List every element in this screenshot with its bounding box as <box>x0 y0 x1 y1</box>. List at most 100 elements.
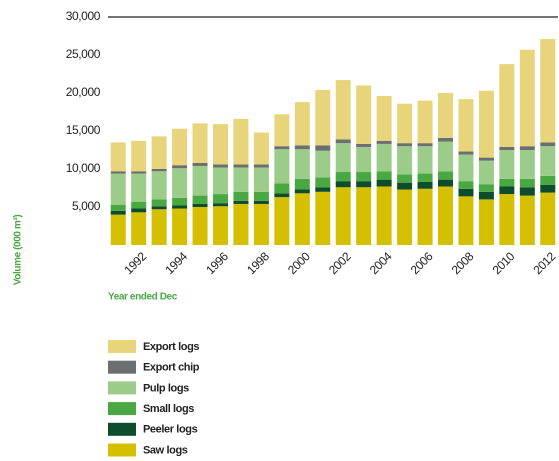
bar-segment <box>253 164 269 168</box>
bar-segment <box>478 199 494 245</box>
bar-segment <box>172 197 188 206</box>
bar-segment <box>376 179 392 187</box>
bar-segment <box>294 149 310 179</box>
bar-segment <box>540 39 556 143</box>
bar-segment <box>458 99 474 152</box>
bar-segment <box>151 209 167 245</box>
bar-segment <box>233 167 249 192</box>
y-tick-label: 10,000 <box>66 161 101 175</box>
bar-segment <box>478 90 494 158</box>
bar-segment <box>499 64 515 147</box>
bar-segment <box>110 210 126 215</box>
bar-segment <box>151 136 167 169</box>
bar-segment <box>540 142 556 147</box>
bar-segment <box>253 203 269 245</box>
bar-segment <box>335 139 351 144</box>
bar-segment <box>417 173 433 182</box>
bar-segment <box>397 103 413 144</box>
bar-segment <box>458 154 474 182</box>
x-tick-label: 2002 <box>326 249 354 277</box>
bar-segment <box>213 124 228 165</box>
bar-segment <box>519 195 535 245</box>
bar-segment <box>315 191 331 245</box>
bar-segment <box>294 102 310 146</box>
bar-segment <box>397 189 413 245</box>
bar-segment <box>172 208 188 245</box>
bar-segment <box>110 173 126 205</box>
y-tick-label: 25,000 <box>66 47 101 61</box>
bar-segment <box>110 204 126 211</box>
bar-segment <box>274 197 290 245</box>
legend-swatch <box>108 422 136 436</box>
bar-segment <box>438 179 453 187</box>
bar-segment <box>151 171 167 200</box>
bar-segment <box>131 212 147 245</box>
bar-segment <box>417 143 433 147</box>
bar-segment <box>335 143 351 173</box>
bar-segment <box>151 169 167 172</box>
bar-segment <box>356 146 372 173</box>
bar-segment <box>172 165 188 169</box>
bar-segment <box>438 93 453 138</box>
bar-segment <box>131 173 147 202</box>
bar-segment <box>213 206 228 245</box>
bar-segment <box>192 123 208 163</box>
bar-segment <box>315 187 331 192</box>
bar-segment <box>499 194 515 245</box>
bar-segment <box>233 118 249 165</box>
bar-segment <box>131 208 147 213</box>
x-tick-label: 2008 <box>449 249 477 277</box>
bar-segment <box>438 186 453 245</box>
y-tick-label: 30,000 <box>66 9 101 23</box>
bar-segment <box>110 142 126 172</box>
x-axis-label: Year ended Dec <box>108 292 178 303</box>
bar-segment <box>417 188 433 245</box>
x-tick-label: 1996 <box>203 249 231 277</box>
bar-segment <box>356 85 372 144</box>
bar-segment <box>417 100 433 144</box>
bar-segment <box>253 132 269 165</box>
bar-segment <box>294 189 310 194</box>
bar-segment <box>376 140 392 144</box>
bar-segment <box>294 193 310 245</box>
bar-segment <box>540 175 556 185</box>
bar-segment <box>438 141 453 172</box>
legend-label: Saw logs <box>143 444 188 456</box>
x-tick-label: 2006 <box>408 249 436 277</box>
bar-segment <box>151 206 167 210</box>
bar-segment <box>274 149 290 184</box>
bar-segment <box>499 186 515 195</box>
bar-segment <box>376 186 392 245</box>
bar-segment <box>335 181 351 188</box>
bar-segment <box>213 194 228 204</box>
bar-segment <box>458 151 474 155</box>
bar-segment <box>397 143 413 147</box>
bar-segment <box>519 178 535 188</box>
bar-segment <box>315 177 331 188</box>
legend-label: Small logs <box>143 403 194 415</box>
bar-segment <box>315 145 331 151</box>
bar-segment <box>233 200 249 204</box>
y-tick-label: 20,000 <box>66 85 101 99</box>
bar-segment <box>192 203 208 207</box>
bar-segment <box>376 171 392 180</box>
y-tick-label: 15,000 <box>66 123 101 137</box>
bar-segment <box>397 182 413 190</box>
bar-segment <box>253 191 269 201</box>
legend-swatch <box>108 402 136 416</box>
bar-segment <box>478 184 494 192</box>
bar-segment <box>376 96 392 141</box>
bar-segment <box>233 203 249 245</box>
bar-segment <box>540 192 556 245</box>
bar-segment <box>397 146 413 175</box>
bar-segment <box>151 199 167 207</box>
x-tick-label: 2010 <box>490 249 518 277</box>
bar-segment <box>233 164 249 168</box>
bar-segment <box>274 146 290 150</box>
legend-swatch <box>108 360 136 374</box>
bar-segment <box>131 201 147 209</box>
bar-segment <box>458 188 474 197</box>
bar-segment <box>376 143 392 172</box>
bar-segment <box>233 191 249 201</box>
